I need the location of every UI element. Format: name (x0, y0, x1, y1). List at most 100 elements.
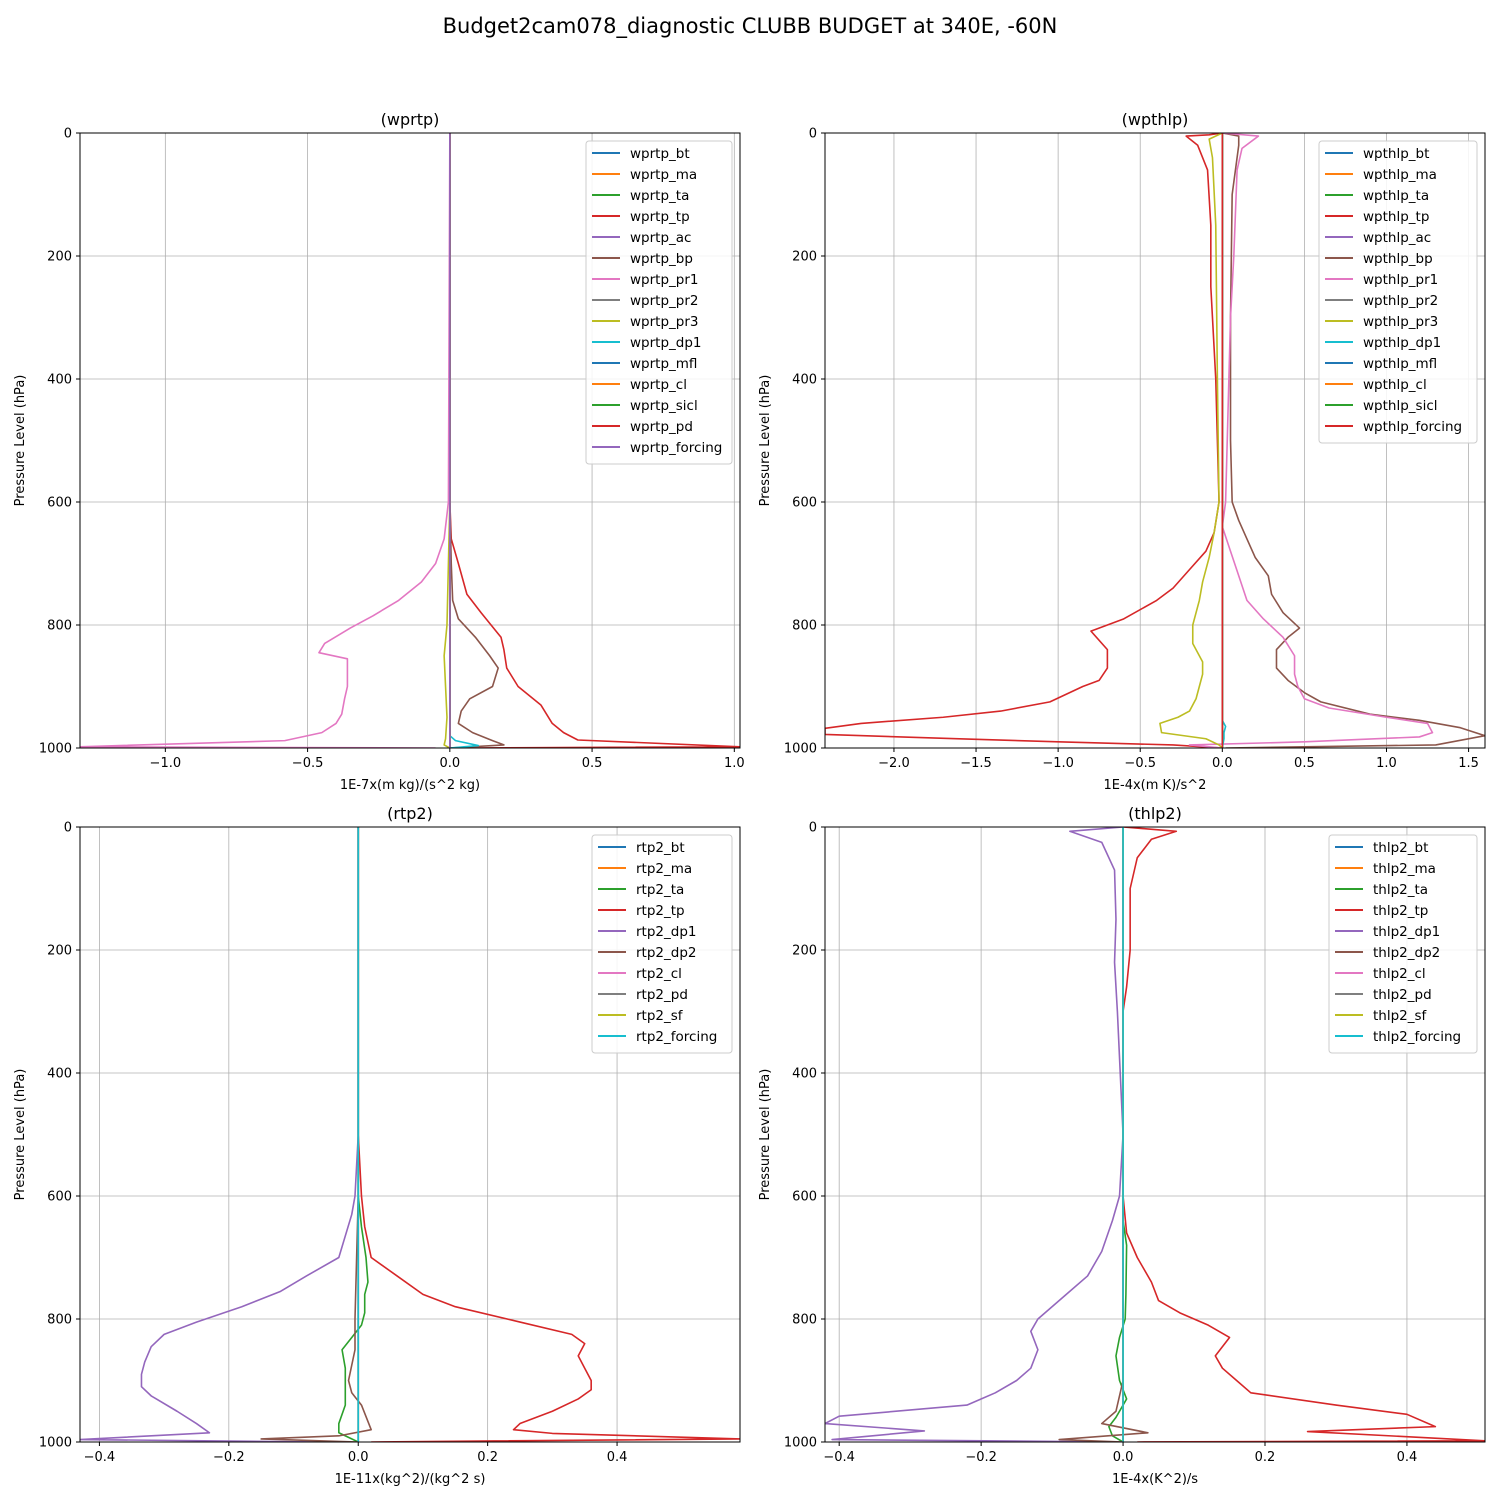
legend-label: rtp2_sf (636, 1008, 684, 1024)
y-tick-label: 400 (47, 1067, 72, 1082)
legend-box (1318, 140, 1478, 444)
chart-panel-4: −0.4 −0.2 0.0 0.2 0.4 0 200 400 600 800 1000 (thlp2… (758, 804, 1486, 1487)
series-line-rtp2_ta (338, 827, 369, 1442)
y-tick-label: 0 (64, 127, 72, 142)
x-tick-label: 1.5 (1458, 756, 1479, 771)
legend-label: rtp2_cl (636, 966, 682, 982)
series-group (80, 133, 740, 748)
legend-label: wprtp_dp1 (630, 335, 702, 351)
legend-label: wprtp_ma (630, 167, 697, 183)
x-tick-label: 0.0 (1212, 756, 1233, 771)
chart-panel-1: −1.0 −0.5 0.0 0.5 1.0 0 200 400 600 800 1000 (wprtp… (13, 110, 745, 793)
x-tick-label: −1.0 (1042, 756, 1074, 771)
x-tick-label: −1.0 (150, 756, 182, 771)
chart-panel-2: −2.0 −1.5 −1.0 −0.5 0.0 0.5 1.0 1.5 0 200 400 600 80… (758, 110, 1486, 793)
legend-label: wprtp_pr1 (630, 272, 698, 288)
legend-label: thlp2_dp2 (1373, 945, 1440, 961)
legend-label: rtp2_ta (636, 882, 684, 898)
y-tick-label: 800 (47, 619, 72, 634)
x-axis-label: 1E-4x(m K)/s^2 (1104, 778, 1207, 793)
legend-box (1328, 834, 1478, 1054)
x-tick-label: 0.5 (582, 756, 603, 771)
series-line-thlp2_ta (1108, 827, 1128, 1442)
series-line-wprtp_bp (449, 133, 505, 748)
legend-label: thlp2_pd (1373, 987, 1432, 1003)
legend-label: wpthlp_mfl (1363, 356, 1437, 372)
x-tick-label: 1.0 (1376, 756, 1397, 771)
legend-label: rtp2_ma (636, 861, 692, 877)
x-tick-label: −0.5 (292, 756, 324, 771)
series-line-rtp2_dp1 (80, 827, 360, 1442)
y-tick-label: 800 (792, 619, 817, 634)
series-line-rtp2_tp (357, 827, 740, 1442)
series-line-wprtp_dp1 (449, 133, 480, 748)
legend-label: wprtp_pr2 (630, 293, 698, 309)
series-line-rtp2_dp2 (260, 827, 372, 1442)
x-tick-label: 0.0 (1113, 1450, 1134, 1465)
legend-label: wpthlp_ac (1363, 230, 1431, 246)
x-tick-label: 1.0 (724, 756, 745, 771)
legend-label: wpthlp_bt (1363, 146, 1429, 162)
y-tick-label: 200 (792, 250, 817, 265)
legend-label: rtp2_tp (636, 903, 685, 919)
x-tick-label: −0.4 (84, 1450, 116, 1465)
y-tick-label: 600 (47, 496, 72, 511)
y-tick-label: 1000 (784, 742, 817, 757)
panel-title: (wpthlp) (1122, 110, 1189, 129)
legend-label: wprtp_bt (630, 146, 690, 162)
legend-label: thlp2_bt (1373, 840, 1428, 856)
legend: rtp2_bt rtp2_ma rtp2_ta rtp2_tp rtp2_dp1 rtp2… (591, 834, 733, 1054)
legend-label: thlp2_dp1 (1373, 924, 1440, 940)
x-axis-label: 1E-7x(m kg)/(s^2 kg) (340, 778, 480, 793)
legend-label: wpthlp_pr1 (1363, 272, 1438, 288)
series-line-wpthlp_tp (825, 133, 1223, 748)
y-tick-label: 0 (64, 821, 72, 836)
y-tick-label: 1000 (39, 742, 72, 757)
legend: thlp2_bt thlp2_ma thlp2_ta thlp2_tp thlp2_dp… (1328, 834, 1478, 1054)
legend-label: wpthlp_pr2 (1363, 293, 1438, 309)
figure-title: Budget2cam078_diagnostic CLUBB BUDGET at… (442, 14, 1058, 38)
series-line-wprtp_pr1 (80, 133, 451, 748)
series-group (825, 827, 1485, 1442)
y-tick-label: 800 (792, 1313, 817, 1328)
series-line-thlp2_dp2 (1058, 827, 1149, 1442)
chart-panel-3: −0.4 −0.2 0.0 0.2 0.4 0 200 400 600 800 1000 (rtp2)… (13, 804, 741, 1487)
series-line-wprtp_tp (449, 133, 740, 748)
legend-label: wpthlp_dp1 (1363, 335, 1441, 351)
legend-label: wprtp_forcing (630, 440, 722, 456)
legend: wprtp_bt wprtp_ma wprtp_ta wprtp_tp wprtp_ac… (585, 140, 733, 465)
legend-label: thlp2_forcing (1373, 1029, 1461, 1045)
legend-label: rtp2_dp2 (636, 945, 696, 961)
axes-frame (824, 826, 1486, 1443)
legend-label: wprtp_ac (630, 230, 691, 246)
legend-label: wprtp_mfl (630, 356, 697, 372)
legend-label: wpthlp_tp (1363, 209, 1429, 225)
legend-label: wpthlp_sicl (1363, 398, 1438, 414)
y-tick-label: 400 (792, 1067, 817, 1082)
legend-label: wpthlp_ma (1363, 167, 1437, 183)
legend-label: thlp2_ma (1373, 861, 1436, 877)
y-tick-label: 200 (792, 944, 817, 959)
y-tick-label: 600 (792, 1190, 817, 1205)
legend-label: rtp2_bt (636, 840, 685, 856)
y-tick-label: 400 (792, 373, 817, 388)
legend-label: thlp2_ta (1373, 882, 1428, 898)
legend-box (585, 140, 733, 465)
x-tick-label: 0.5 (1294, 756, 1315, 771)
legend-label: wprtp_ta (630, 188, 689, 204)
legend-label: wprtp_pd (630, 419, 693, 435)
legend-label: wprtp_sicl (630, 398, 698, 414)
legend-label: thlp2_cl (1373, 966, 1426, 982)
axes-frame (79, 132, 741, 749)
y-axis-label: Pressure Level (hPa) (758, 1069, 773, 1201)
x-axis-label: 1E-4x(K^2)/s (1112, 1472, 1198, 1487)
x-tick-label: 0.4 (1397, 1450, 1418, 1465)
series-line-wpthlp_pr1 (1188, 133, 1434, 748)
x-tick-label: −0.2 (965, 1450, 997, 1465)
legend-label: thlp2_tp (1373, 903, 1428, 919)
legend-label: wprtp_tp (630, 209, 690, 225)
legend-label: wpthlp_cl (1363, 377, 1427, 393)
series-group (80, 827, 740, 1442)
panel-title: (wprtp) (381, 110, 440, 129)
